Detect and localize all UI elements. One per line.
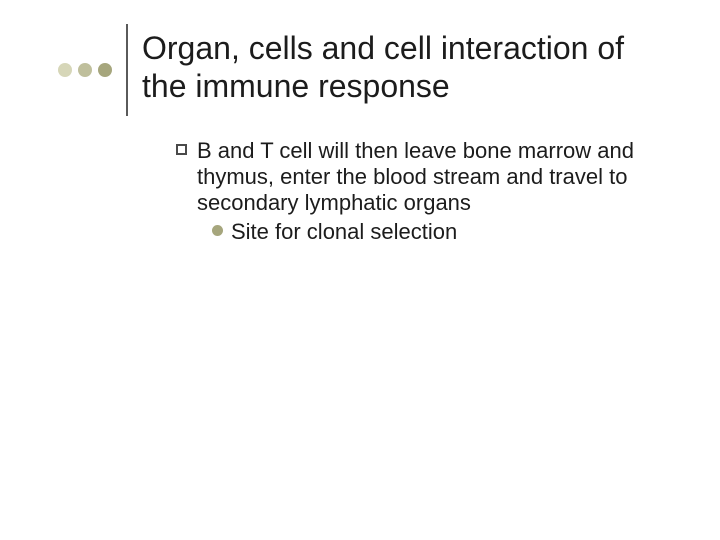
title-divider (126, 24, 128, 116)
slide-header: Organ, cells and cell interaction of the… (58, 24, 680, 116)
sub-bullet-text: Site for clonal selection (231, 219, 457, 245)
circle-bullet-icon (212, 225, 223, 236)
slide-title: Organ, cells and cell interaction of the… (142, 24, 662, 116)
accent-dot-2 (78, 63, 92, 77)
slide: Organ, cells and cell interaction of the… (0, 0, 720, 540)
accent-dots (58, 24, 112, 116)
square-bullet-icon (176, 144, 187, 155)
slide-body: B and T cell will then leave bone marrow… (176, 138, 656, 246)
accent-dot-3 (98, 63, 112, 77)
sub-bullet-item: Site for clonal selection (212, 219, 656, 245)
bullet-text: B and T cell will then leave bone marrow… (197, 138, 656, 217)
bullet-item: B and T cell will then leave bone marrow… (176, 138, 656, 217)
accent-dot-1 (58, 63, 72, 77)
